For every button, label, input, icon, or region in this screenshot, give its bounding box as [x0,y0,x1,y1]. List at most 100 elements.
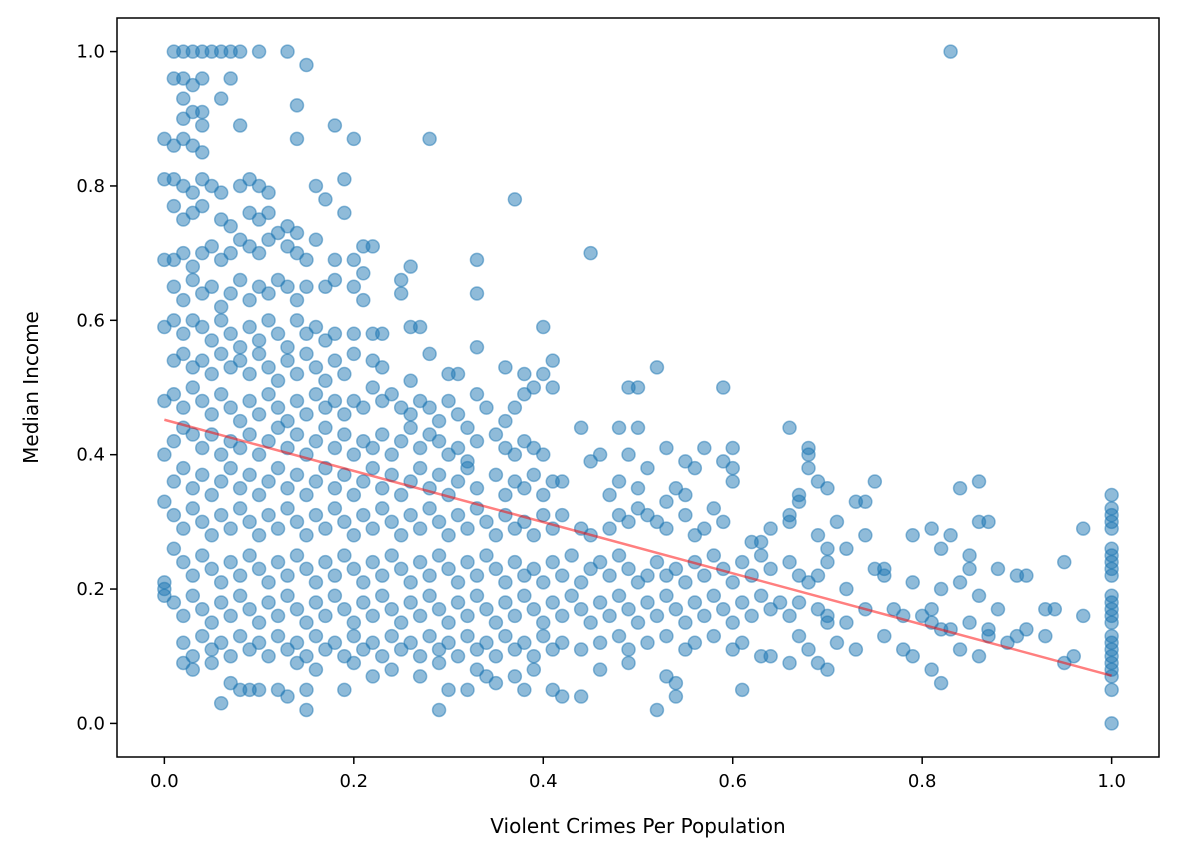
data-point [545,380,560,395]
data-point [374,501,390,516]
data-point [213,575,229,590]
data-point [469,339,485,355]
data-point [744,608,759,624]
data-point [223,245,238,261]
data-point [374,568,390,583]
data-point [318,420,333,436]
data-point [640,568,655,583]
data-point [299,682,314,698]
data-point [327,481,343,496]
data-point [242,467,257,483]
data-point [223,219,238,234]
data-point [1038,628,1053,644]
data-point [289,514,305,530]
data-point [431,413,447,429]
data-point [384,548,399,563]
data-point [791,628,807,644]
data-point [1104,716,1119,731]
data-point [933,675,949,691]
data-point [431,467,447,483]
data-point [1057,554,1072,570]
x-tick-label: 0.0 [150,771,179,792]
data-point [507,608,523,624]
data-point [195,353,210,368]
data-point [204,528,219,543]
data-point [479,400,494,415]
data-point [242,366,257,382]
data-point [536,615,551,630]
data-point [356,400,371,415]
data-point [185,272,201,288]
data-point [659,521,674,536]
data-point [185,185,201,200]
data-point [318,521,333,536]
data-point [573,575,589,590]
data-point [981,514,996,530]
data-point [592,662,608,677]
data-point [299,57,314,73]
data-point [289,313,305,328]
data-point [289,601,305,617]
data-point [270,608,286,624]
data-point [166,507,182,523]
data-point [488,675,504,691]
data-point [422,568,437,583]
data-point [242,393,257,409]
data-point [299,487,314,503]
data-point [204,239,219,254]
data-point [280,339,295,355]
data-point [583,454,598,469]
data-point [166,279,182,294]
data-point [261,474,276,489]
data-point [280,353,295,368]
data-point [365,440,381,456]
data-point [289,98,305,113]
data-point [621,514,636,530]
data-point [1104,487,1119,503]
data-point [706,548,722,563]
data-point [232,353,248,368]
y-tick-label: 0.2 [76,579,105,600]
data-point [488,427,504,442]
data-point [545,353,560,368]
data-point [933,581,949,597]
data-point [261,185,276,200]
data-point [232,44,248,59]
data-point [536,487,551,503]
data-point [668,561,684,577]
data-point [412,669,428,684]
data-point [498,628,513,644]
data-point [393,487,409,503]
data-point [1019,568,1034,583]
data-point [829,514,845,530]
data-point [782,420,797,436]
data-point [176,635,191,651]
data-point [289,393,305,409]
data-point [299,615,314,630]
data-point [280,588,295,604]
data-point [431,434,447,449]
data-point [536,366,551,382]
data-point [213,346,229,362]
data-point [536,447,551,462]
data-point [299,528,314,543]
data-point [195,118,210,133]
data-point [943,528,958,543]
data-point [668,601,684,617]
data-point [971,588,987,604]
data-point [450,474,466,489]
data-point [337,514,352,530]
data-point [365,380,381,395]
data-point [232,568,248,583]
data-point [251,528,267,543]
data-point [602,568,617,583]
data-point [649,554,665,570]
data-point [507,669,523,684]
data-point [573,601,589,617]
data-point [687,635,703,651]
data-point [223,400,238,415]
data-point [573,689,589,704]
data-point [280,481,295,496]
data-point [706,588,722,604]
data-point [810,568,826,583]
